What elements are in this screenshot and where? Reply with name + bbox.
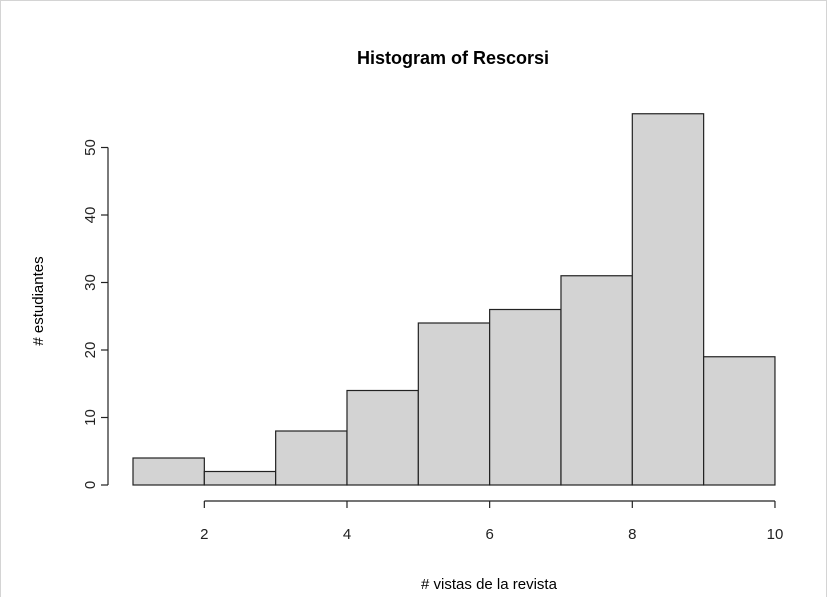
y-axis-label: # estudiantes [30,256,47,345]
x-tick-label: 2 [200,526,208,543]
y-tick-label: 0 [82,481,99,489]
bar-1-2 [132,457,205,486]
x-axis: 2 4 6 8 10 [200,500,784,543]
bar-9-10 [703,356,776,486]
bar-4-5 [346,389,419,486]
bar-2-3 [203,470,277,486]
bar-3-4 [275,430,348,486]
chart-title: Histogram of Rescorsi [357,48,549,68]
bar-5-6 [417,322,491,486]
y-tick-label: 40 [82,207,99,224]
y-tick-label: 30 [82,274,99,291]
bar-7-8 [560,275,633,486]
y-axis: 0 10 20 30 40 50 [82,139,109,489]
y-tick-label: 10 [82,409,99,426]
x-axis-label: # vistas de la revista [421,576,558,593]
bars-group [132,113,776,486]
x-tick-label: 10 [767,526,784,543]
bar-8-9 [631,113,705,486]
x-tick-label: 6 [485,526,493,543]
bar-6-7 [489,308,562,486]
x-tick-label: 8 [628,526,636,543]
y-tick-label: 50 [82,139,99,156]
y-tick-label: 20 [82,342,99,359]
x-tick-label: 4 [343,526,351,543]
